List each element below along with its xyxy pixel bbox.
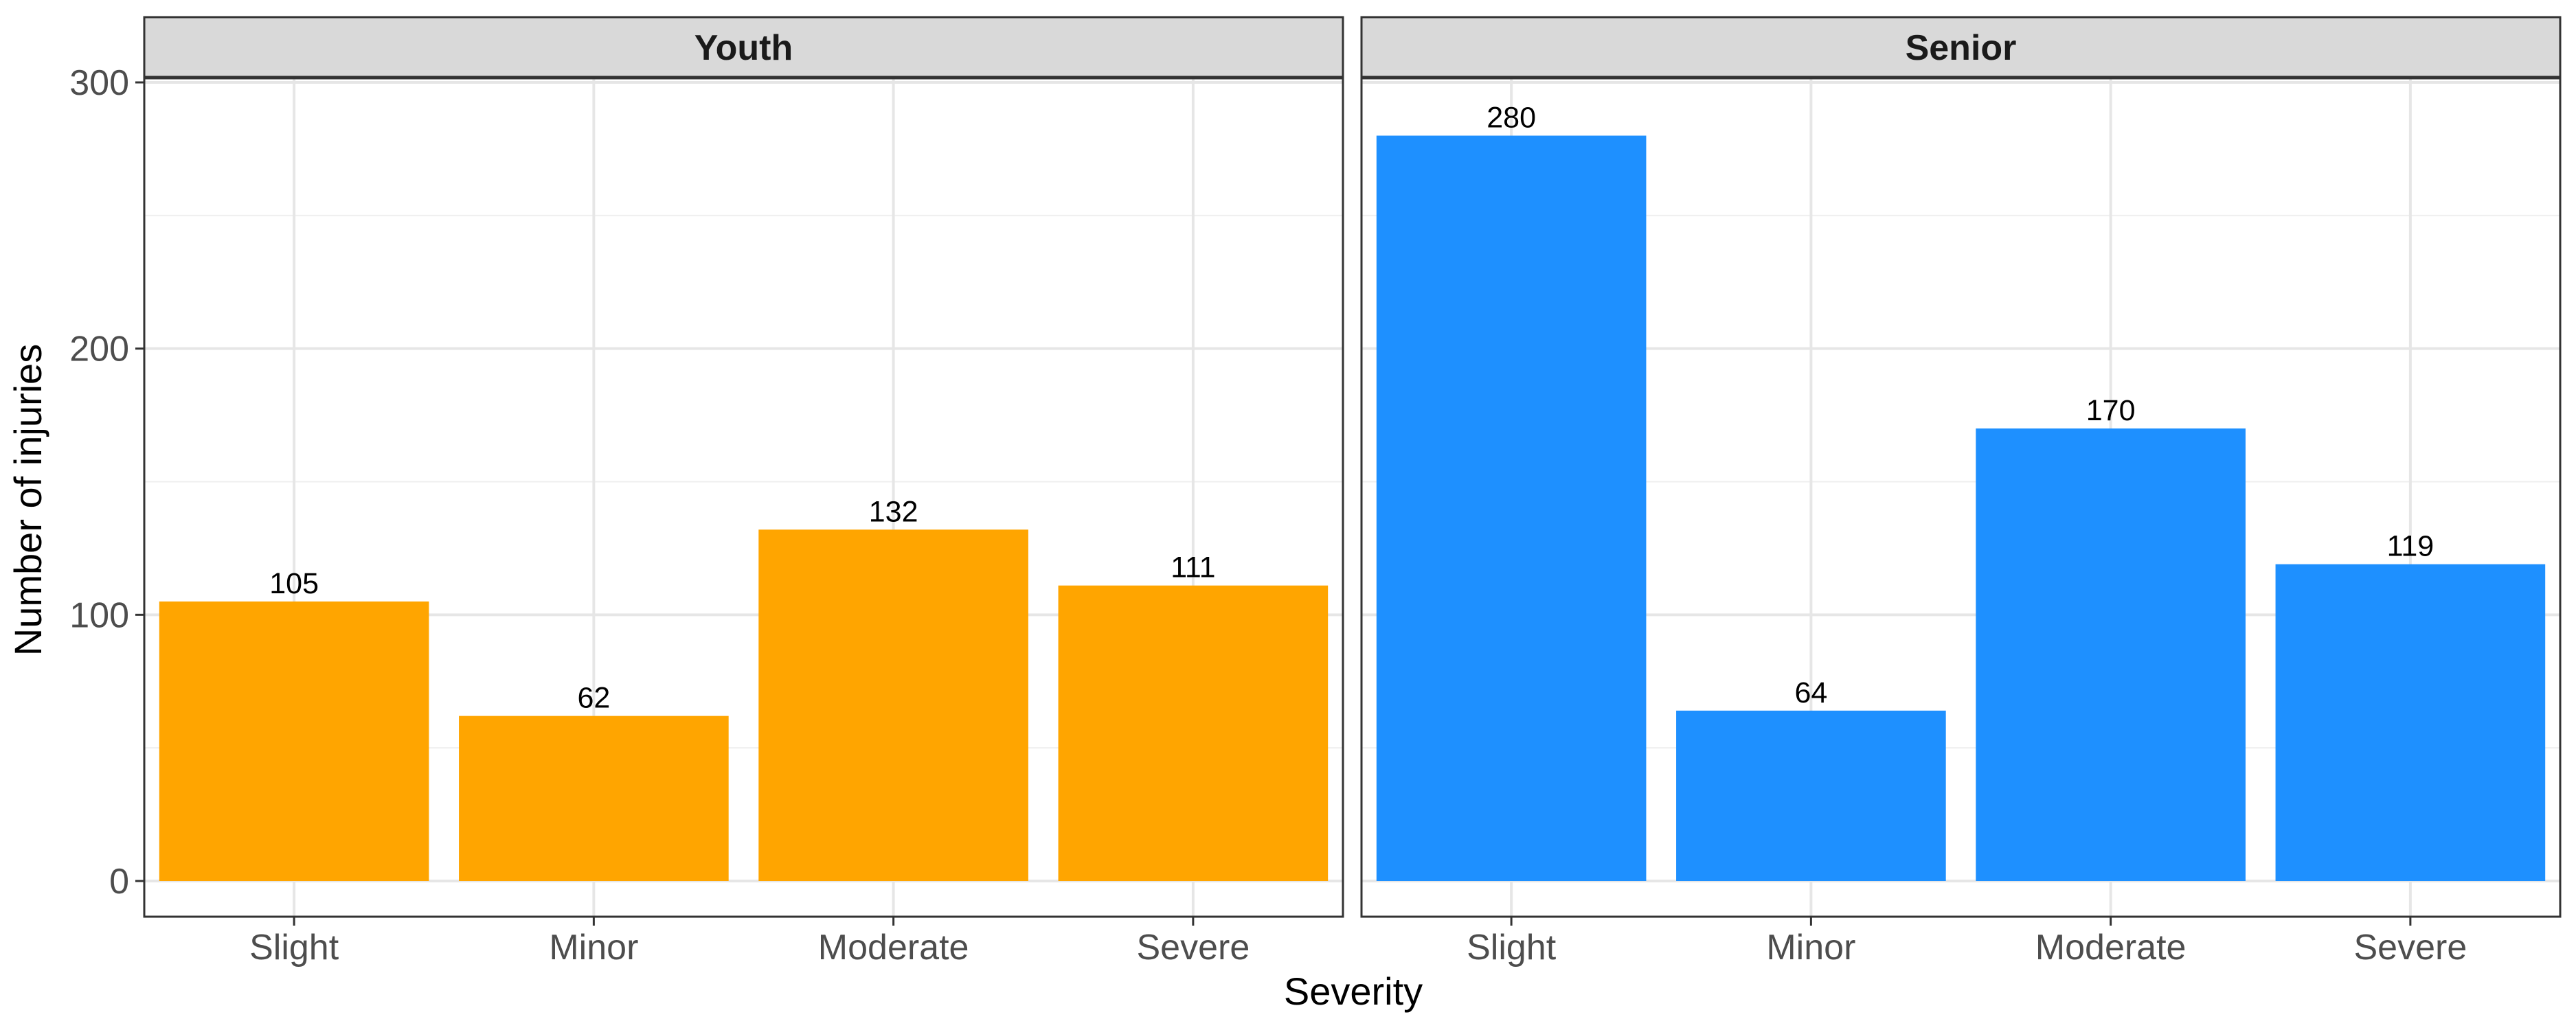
x-tick-label: Severe <box>2353 928 2467 968</box>
bar-senior-severe <box>2275 564 2546 881</box>
bar-senior-slight <box>1376 135 1647 882</box>
y-tick-label: 300 <box>69 63 129 103</box>
panel-youth: 105 62 132 111 Youth Slight Minor Moderate Sever… <box>143 16 1344 968</box>
bar-senior-moderate <box>1976 428 2246 881</box>
bar-value-label: 132 <box>869 495 918 528</box>
x-tick-label: Severe <box>1136 928 1250 968</box>
bar-youth-moderate <box>758 529 1028 881</box>
x-tick-label: Slight <box>1467 928 1557 968</box>
bar-youth-slight <box>159 601 429 881</box>
x-tick-label: Slight <box>249 928 339 968</box>
panel-senior: 280 64 170 119 Senior Slight Minor Moderate Seve… <box>1360 16 2562 968</box>
bar-value-label: 64 <box>1794 676 1827 709</box>
x-tick-label: Minor <box>1766 928 1855 968</box>
facet-strip-label: Youth <box>694 28 793 68</box>
y-tick-label: 200 <box>69 330 129 369</box>
y-axis-label: Number of injuries <box>6 344 49 656</box>
bar-youth-severe <box>1058 585 1329 881</box>
bar-value-label: 62 <box>577 682 610 715</box>
facet-strip <box>143 16 1344 79</box>
panels: 105 62 132 111 Youth Slight Minor Moderate Sever… <box>143 16 2562 968</box>
bar-value-label: 105 <box>269 567 319 600</box>
x-tick-label: Minor <box>549 928 638 968</box>
bar-value-label: 119 <box>2387 530 2434 563</box>
facet-strip-label: Senior <box>1906 28 2017 68</box>
bar-youth-minor <box>459 716 729 881</box>
bar-value-label: 111 <box>1171 551 1215 584</box>
x-tick-label: Moderate <box>2035 928 2187 968</box>
x-axis-label: Severity <box>1284 970 1423 1013</box>
bar-value-label: 280 <box>1487 102 1536 135</box>
bar-senior-minor <box>1676 710 1946 881</box>
y-tick-label: 0 <box>109 862 129 902</box>
bar-value-label: 170 <box>2086 394 2136 427</box>
facet-strip <box>1360 16 2562 79</box>
y-axis: 0 100 200 300 <box>69 63 144 902</box>
y-tick-label: 100 <box>69 595 129 635</box>
x-tick-label: Moderate <box>818 928 969 968</box>
